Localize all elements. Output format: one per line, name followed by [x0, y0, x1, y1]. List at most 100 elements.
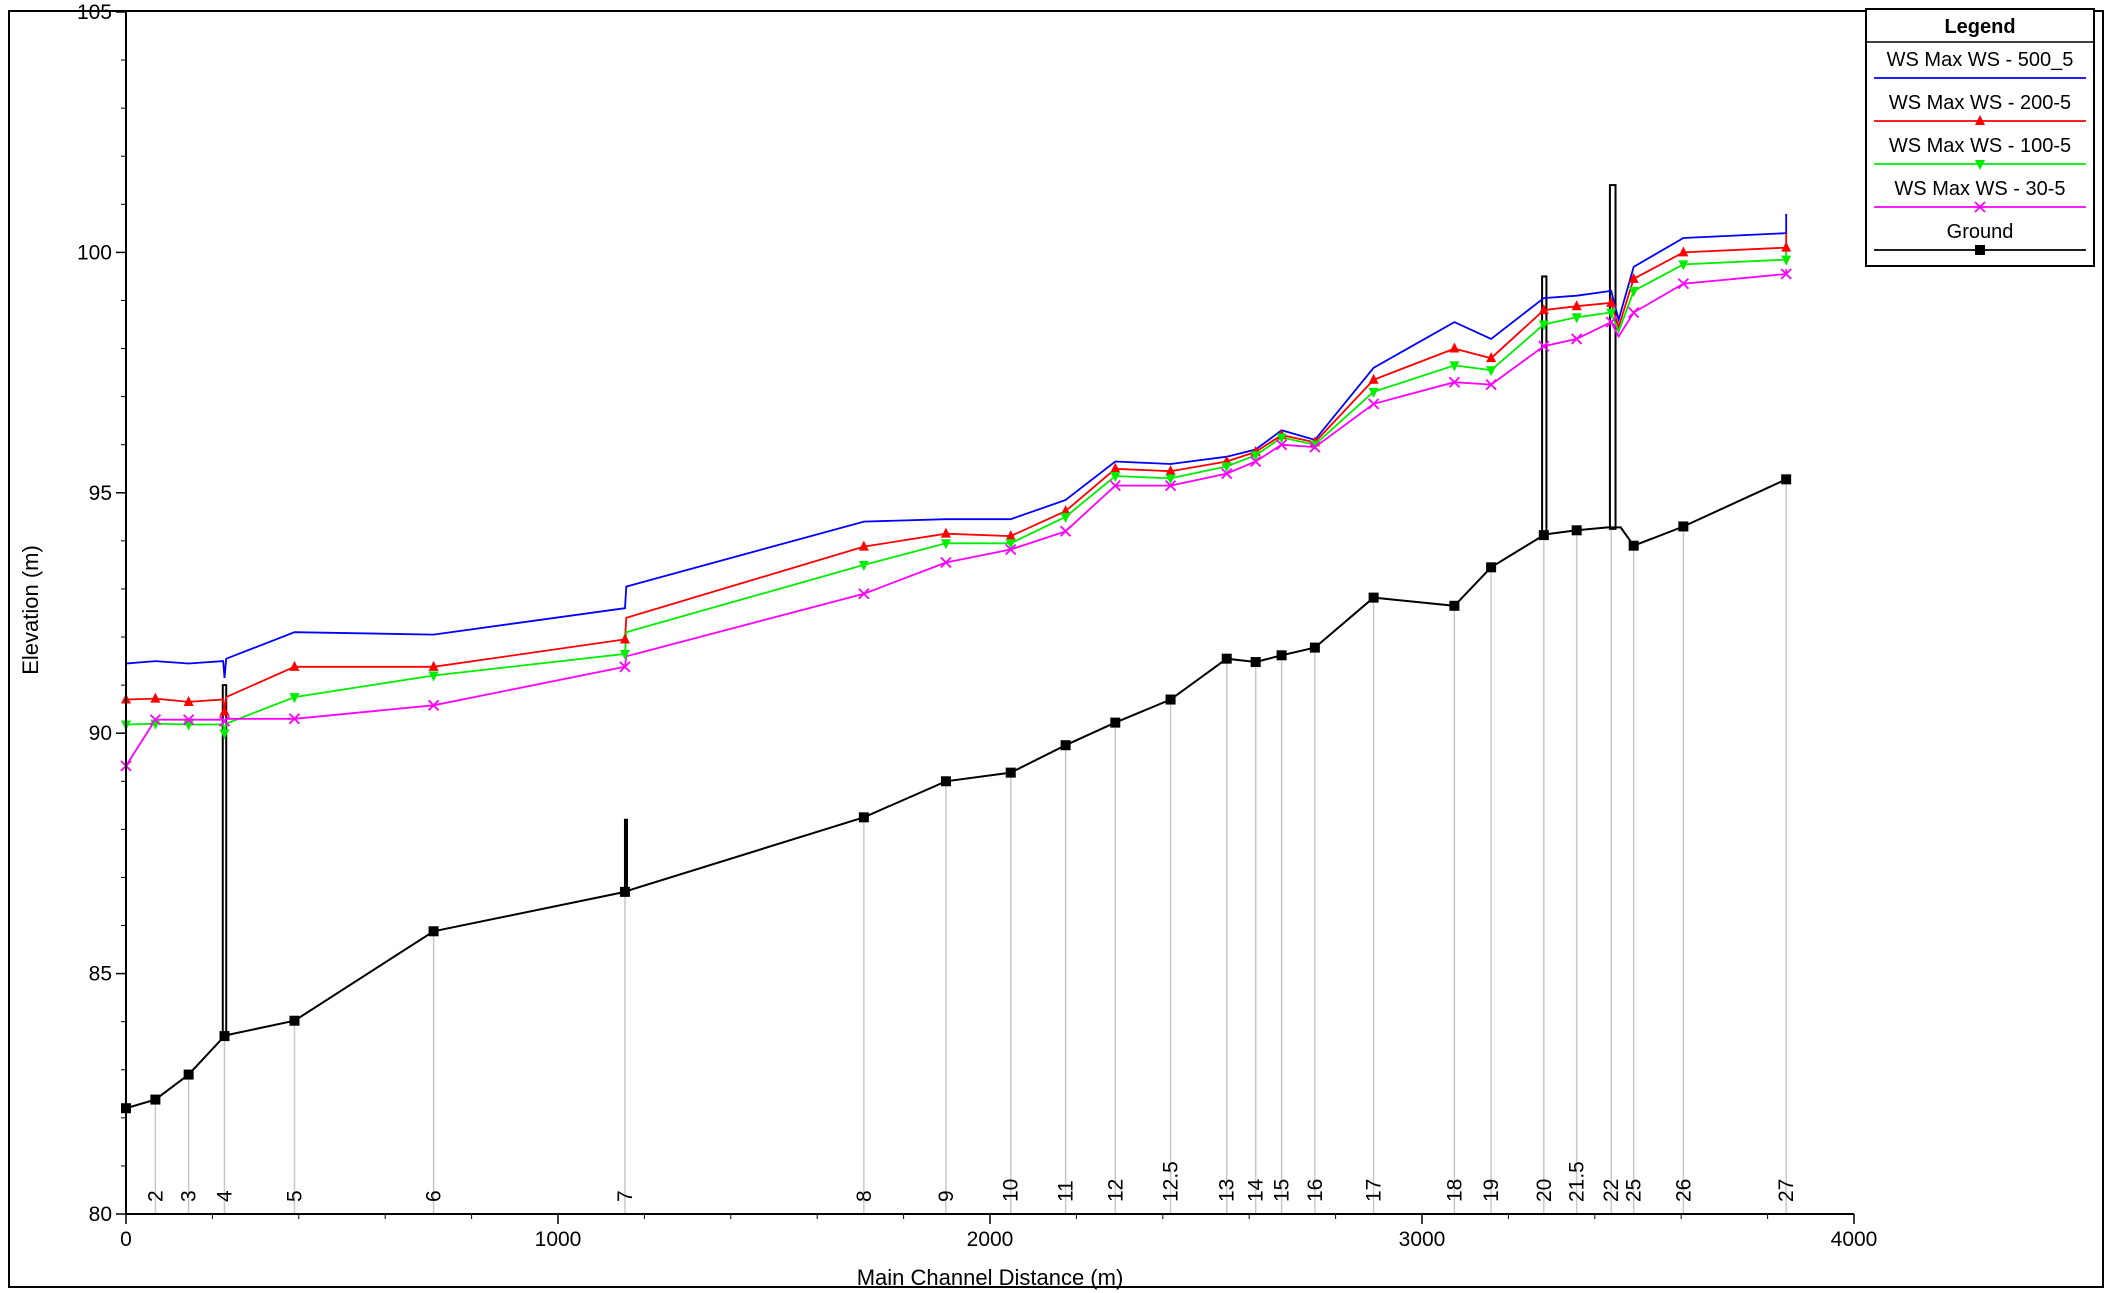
data-point	[1677, 278, 1689, 290]
structure	[623, 818, 628, 893]
data-point	[1164, 479, 1177, 492]
data-point	[219, 729, 230, 740]
data-point	[218, 715, 231, 727]
data-point	[1538, 530, 1549, 541]
data-point	[427, 699, 440, 711]
data-point	[183, 714, 195, 726]
data-point	[1110, 471, 1121, 482]
data-point	[1165, 694, 1176, 705]
data-point	[1628, 286, 1639, 297]
data-point	[619, 661, 631, 673]
data-point	[150, 692, 161, 703]
data-point	[1309, 642, 1320, 653]
data-point	[1628, 306, 1640, 319]
station-label: 21.5	[1566, 1161, 1589, 1202]
series-line	[125, 269, 1788, 767]
station-label: 22	[1600, 1179, 1623, 1202]
station-label: 14	[1245, 1178, 1268, 1202]
data-point	[619, 633, 630, 644]
x-tick-label: 0	[120, 1228, 132, 1251]
data-point	[1250, 657, 1261, 668]
y-tick-label: 80	[89, 1203, 112, 1226]
data-point	[1678, 246, 1689, 257]
y-tick-label: 85	[89, 963, 112, 986]
data-point	[1309, 441, 1321, 453]
data-point	[1485, 378, 1497, 391]
data-point	[1221, 653, 1232, 664]
legend-label: WS Max WS - 200-5	[1889, 92, 2071, 114]
data-point	[1276, 650, 1287, 661]
station-label: 7	[614, 1190, 637, 1202]
data-point	[1538, 304, 1549, 315]
data-point	[428, 660, 439, 671]
data-point	[1367, 398, 1380, 410]
data-point	[288, 713, 301, 725]
data-point	[1221, 467, 1233, 480]
data-point	[1005, 530, 1016, 541]
station-label: 8	[853, 1190, 876, 1202]
station-label: 12.5	[1160, 1161, 1183, 1202]
x-tick-label: 2000	[967, 1228, 1014, 1251]
data-point	[183, 695, 194, 706]
station-label: 2	[144, 1190, 167, 1202]
data-point	[619, 886, 630, 897]
data-point	[1060, 740, 1071, 751]
data-point	[1678, 521, 1689, 532]
data-point	[428, 926, 439, 937]
data-point	[1165, 474, 1176, 485]
chart-frame	[8, 10, 2104, 1288]
station-label: 12	[1104, 1179, 1127, 1202]
series-line	[125, 245, 1788, 734]
legend-marker	[1974, 201, 1986, 213]
station-label: 5	[283, 1190, 306, 1202]
data-point	[1165, 465, 1176, 476]
data-point	[1275, 439, 1288, 451]
station-label: 10	[1000, 1179, 1023, 1202]
data-point	[1060, 505, 1071, 516]
data-point	[183, 1069, 194, 1080]
data-point	[1628, 272, 1639, 283]
x-tick-label: 1000	[535, 1228, 582, 1251]
station-label: 19	[1480, 1179, 1503, 1202]
data-point	[149, 714, 162, 726]
data-point	[1368, 592, 1379, 603]
x-tick-label: 3000	[1399, 1228, 1446, 1251]
legend-label: Ground	[1947, 221, 2014, 243]
data-point	[1571, 333, 1583, 345]
y-tick-label: 100	[77, 241, 112, 264]
data-point	[1538, 340, 1550, 352]
legend-title: Legend	[1944, 16, 2015, 38]
data-point	[1781, 255, 1792, 266]
data-point	[1628, 540, 1639, 551]
structure	[1541, 275, 1548, 538]
station-label: 9	[935, 1190, 958, 1202]
station-label: 15	[1271, 1179, 1294, 1202]
data-point	[1781, 474, 1792, 485]
station-label: 13	[1216, 1179, 1239, 1202]
data-point	[219, 1031, 230, 1042]
data-point	[940, 776, 951, 787]
data-point	[940, 539, 951, 550]
data-point	[1250, 451, 1261, 462]
y-axis-label: Elevation (m)	[18, 545, 43, 675]
legend-label: WS Max WS - 30-5	[1894, 178, 2065, 200]
station-label: 6	[423, 1190, 446, 1202]
data-point	[289, 660, 300, 671]
data-point	[1005, 539, 1016, 550]
data-point	[1110, 462, 1121, 473]
data-point	[858, 540, 869, 551]
legend: Legend WS Max WS - 500_5 WS Max WS - 200-5…	[1865, 8, 2095, 267]
data-point	[428, 671, 439, 682]
data-point	[1606, 296, 1617, 307]
y-tick-label: 90	[89, 722, 112, 745]
data-point	[1221, 462, 1232, 473]
data-point	[1486, 352, 1497, 363]
x-tick-label: 4000	[1831, 1228, 1878, 1251]
data-point	[1606, 308, 1617, 319]
station-label: 25	[1623, 1179, 1646, 1202]
legend-marker	[1975, 160, 1985, 170]
station-label: 11	[1055, 1180, 1078, 1202]
data-point	[1780, 268, 1792, 280]
